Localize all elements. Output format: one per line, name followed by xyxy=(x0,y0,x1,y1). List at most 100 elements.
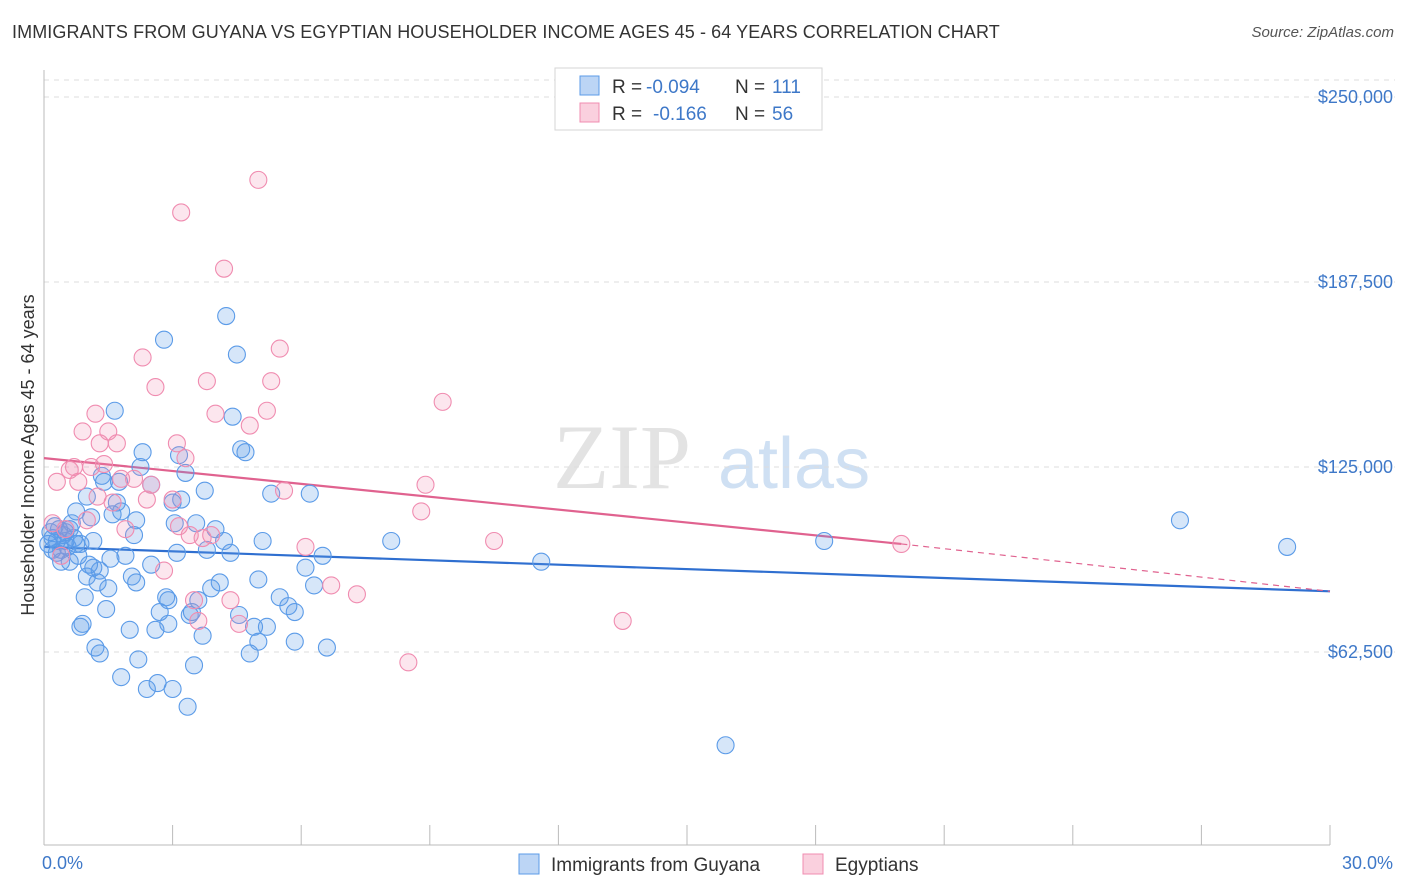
guyana-point xyxy=(52,552,71,571)
egyptian-point xyxy=(146,378,165,397)
legend-r-label-1: R = xyxy=(612,77,642,98)
guyana-point xyxy=(137,679,156,699)
egyptian-point xyxy=(221,591,240,610)
egyptian-point xyxy=(322,576,341,595)
egyptian-point xyxy=(86,404,105,423)
egyptian-point xyxy=(163,490,182,509)
egyptian-point xyxy=(137,490,156,509)
guyana-point xyxy=(317,638,336,657)
guyana-point xyxy=(249,632,268,651)
egyptian-trend-extension xyxy=(901,543,1331,592)
guyana-point xyxy=(148,674,167,693)
guyana-point xyxy=(71,617,90,636)
y-tick-label: $187,500 xyxy=(1318,272,1393,292)
egyptian-point xyxy=(124,469,144,488)
series-label-egyptians: Egyptians xyxy=(835,855,918,876)
egyptian-point xyxy=(229,614,249,633)
legend-swatch-guyana xyxy=(579,75,600,96)
guyana-point xyxy=(88,573,107,592)
egyptian-point xyxy=(133,348,152,367)
egyptian-point xyxy=(249,170,268,189)
guyana-point xyxy=(163,679,182,699)
guyana-point xyxy=(195,481,214,500)
legend-n-value-1: 111 xyxy=(772,77,801,98)
series-label-guyana: Immigrants from Guyana xyxy=(551,855,760,876)
guyana-point xyxy=(127,573,146,592)
guyana-point xyxy=(154,330,174,349)
egyptian-point xyxy=(416,475,435,494)
egyptian-point xyxy=(214,259,234,278)
guyana-point xyxy=(90,644,109,663)
guyana-point xyxy=(382,531,401,551)
guyana-point xyxy=(223,407,242,426)
guyana-point xyxy=(157,588,176,607)
series-legend: Immigrants from Guyana Egyptians xyxy=(518,853,918,876)
egyptian-point xyxy=(412,502,431,521)
guyana-point xyxy=(176,463,195,482)
egyptian-point xyxy=(176,449,195,468)
egyptian-point xyxy=(77,511,96,530)
egyptian-point xyxy=(69,472,88,491)
series-swatch-egyptians xyxy=(802,853,824,875)
guyana-point xyxy=(1278,537,1297,556)
egyptian-point xyxy=(189,611,208,630)
guyana-point xyxy=(221,543,240,562)
data-points xyxy=(39,170,1297,755)
guyana-point xyxy=(167,543,186,562)
guyana-point xyxy=(244,617,264,636)
egyptian-point xyxy=(270,339,289,358)
egyptian-point xyxy=(154,561,174,580)
guyana-point xyxy=(227,345,246,364)
guyana-point xyxy=(116,546,135,565)
x-tick-label-start: 0.0% xyxy=(42,853,83,873)
legend-n-value-2: 56 xyxy=(772,104,793,125)
egyptian-point xyxy=(202,526,221,545)
egyptian-point xyxy=(275,481,294,500)
egyptian-point xyxy=(103,493,122,512)
egyptian-point xyxy=(347,585,366,604)
guyana-point xyxy=(73,614,92,633)
guyana-point xyxy=(217,306,236,326)
guyana-point xyxy=(120,620,139,639)
y-tick-label: $125,000 xyxy=(1318,457,1393,477)
guyana-point xyxy=(532,552,551,571)
egyptian-point xyxy=(262,372,281,391)
guyana-point xyxy=(285,632,304,651)
egyptian-point xyxy=(112,469,131,488)
guyana-trend-line xyxy=(43,545,1331,593)
legend-r-value-1: -0.094 xyxy=(646,77,700,98)
guyana-point xyxy=(236,443,255,462)
guyana-point xyxy=(249,570,268,589)
watermark-atlas: atlas xyxy=(718,424,870,504)
legend-n-label-1: N = xyxy=(735,77,765,98)
guyana-point xyxy=(189,591,208,610)
egyptian-point xyxy=(172,203,191,222)
chart-title: IMMIGRANTS FROM GUYANA VS EGYPTIAN HOUSE… xyxy=(12,22,1000,42)
legend-swatch-egyptians xyxy=(579,102,600,123)
egyptian-point xyxy=(296,537,315,556)
guyana-point xyxy=(112,668,131,687)
guyana-point xyxy=(285,602,304,622)
guyana-point xyxy=(159,591,178,610)
guyana-point xyxy=(77,487,96,506)
guyana-point xyxy=(105,401,124,420)
egyptian-point xyxy=(240,416,259,435)
egyptian-point xyxy=(116,520,135,539)
guyana-point xyxy=(253,531,272,551)
guyana-point xyxy=(159,614,178,633)
y-tick-label: $62,500 xyxy=(1328,642,1393,662)
tick-labels: $62,500 $125,000 $187,500 $250,000 0.0% 30.0% xyxy=(42,87,1393,873)
guyana-point xyxy=(67,502,86,521)
guyana-point xyxy=(300,484,319,503)
guyana-point xyxy=(178,697,197,716)
egyptian-point xyxy=(433,392,452,411)
egyptian-point xyxy=(485,531,504,551)
guyana-point xyxy=(815,531,834,551)
guyana-point xyxy=(131,457,150,477)
x-tick-label-end: 30.0% xyxy=(1342,853,1393,873)
guyana-point xyxy=(182,602,201,622)
y-tick-label: $250,000 xyxy=(1318,87,1393,107)
guyana-point xyxy=(127,511,146,530)
egyptian-point xyxy=(94,454,114,474)
